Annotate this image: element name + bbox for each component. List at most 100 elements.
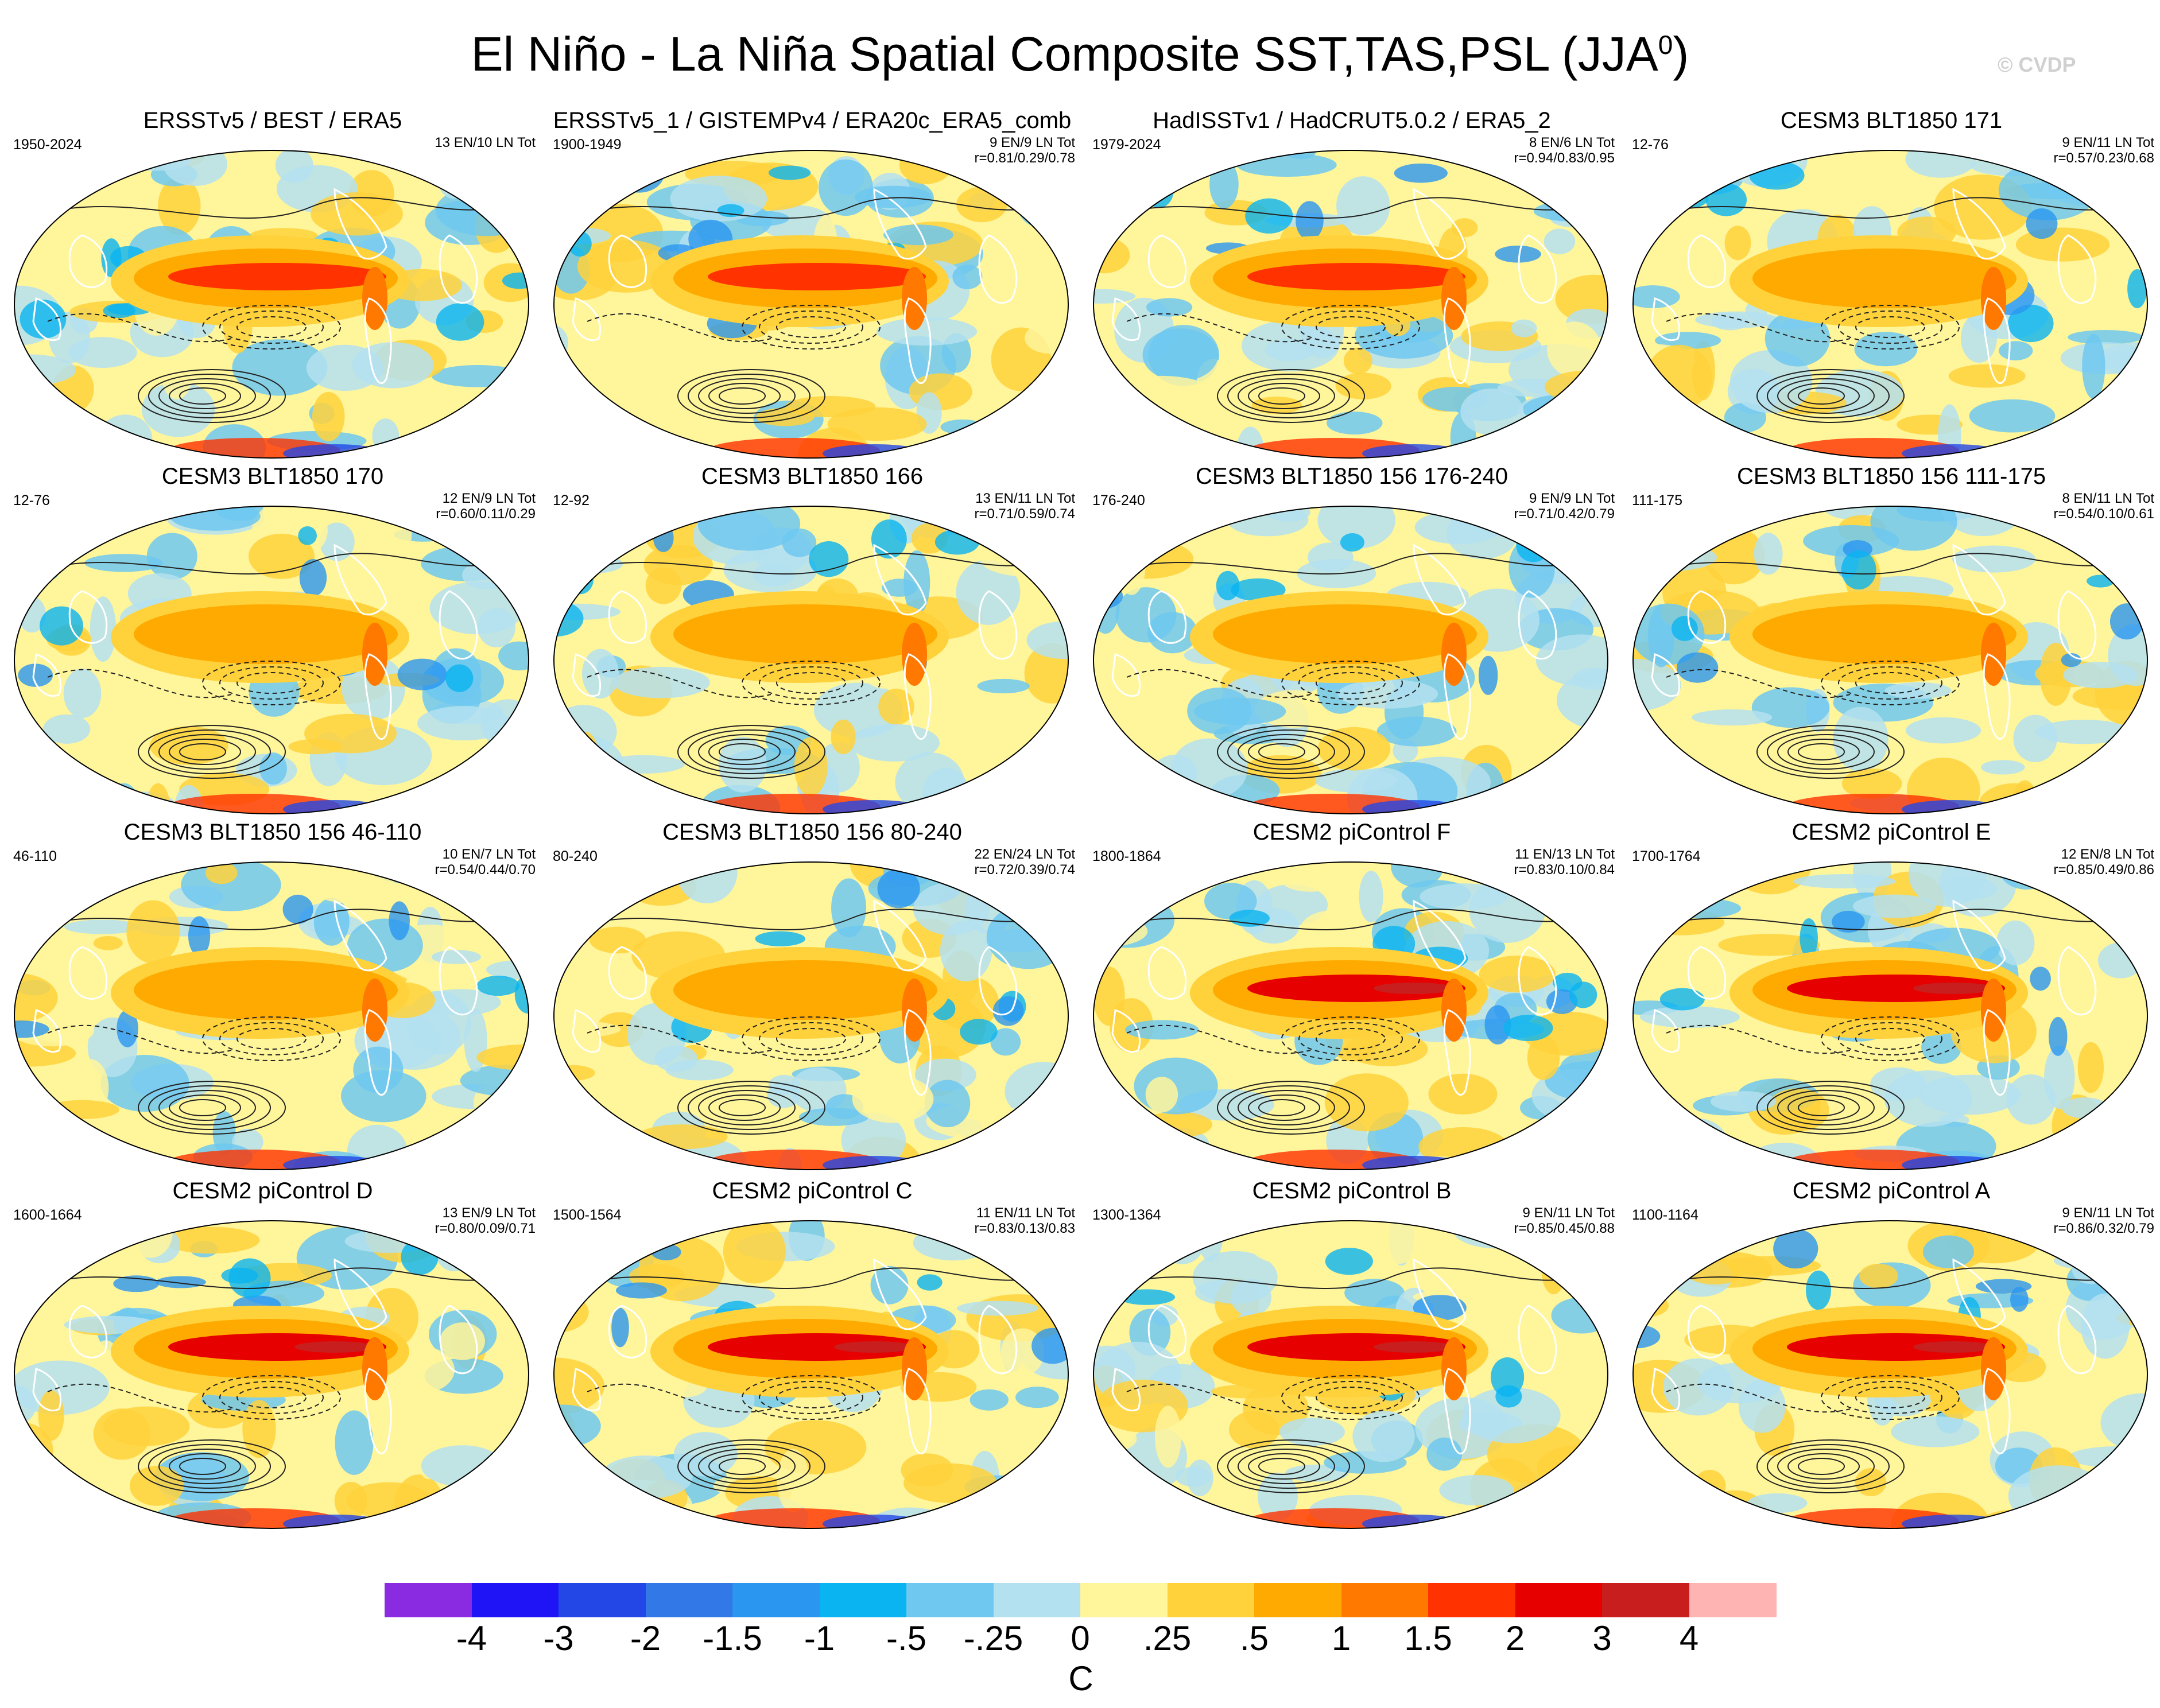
- coastline: [439, 946, 478, 1016]
- anomaly-patch: [590, 926, 646, 954]
- coastline: [32, 1008, 62, 1053]
- anomaly-patch: [870, 1266, 909, 1305]
- panel-title: CESM2 piControl A: [1792, 1178, 1991, 1204]
- psl-contour-positive: [1777, 1449, 1875, 1484]
- anomaly-patch: [14, 1508, 74, 1528]
- psl-contour-positive: [564, 197, 1058, 219]
- psl-contour-negative: [1821, 1016, 1960, 1061]
- coastline: [2057, 946, 2097, 1016]
- coastline: [32, 297, 62, 341]
- anomaly-patch: [1327, 412, 1383, 435]
- anomaly-patch: [20, 150, 103, 193]
- anomaly-patch: [1646, 344, 1712, 410]
- cold-anomaly: [653, 523, 674, 552]
- cold-anomaly: [2087, 574, 2115, 588]
- cold-anomaly: [1677, 652, 1719, 683]
- pattern-correlation: r=0.57/0.23/0.68: [2053, 150, 2154, 166]
- map-border: [1093, 1220, 1608, 1529]
- cold-anomaly: [1669, 187, 1709, 209]
- anomaly-patch: [425, 1132, 501, 1154]
- coastline: [1111, 1367, 1141, 1412]
- psl-contour-positive: [1643, 197, 2138, 219]
- watermark: © CVDP: [1998, 53, 2076, 76]
- psl-contour-negative: [742, 305, 881, 350]
- psl-contour-negative: [219, 1381, 324, 1414]
- psl-contour-negative: [759, 310, 863, 344]
- anomaly-patch: [1352, 1411, 1415, 1462]
- anomaly-patch: [1097, 789, 1166, 814]
- anomaly-patch: [335, 1410, 374, 1475]
- anomaly-patch: [417, 1286, 479, 1310]
- enso-warm-tongue: [134, 960, 398, 1020]
- anomaly-patch: [1592, 421, 1608, 458]
- map-panel: CESM3 BLT1850 156 46-110 46-110 10 EN/7 LN…: [3, 818, 542, 1174]
- coastline: [978, 234, 1018, 304]
- map-border: [14, 506, 529, 814]
- panel-stats: 13 EN/9 LN Tot r=0.80/0.09/0.71: [435, 1205, 536, 1236]
- panel-title: CESM3 BLT1850 156 80-240: [662, 820, 962, 845]
- anomaly-patch: [1359, 871, 1383, 923]
- psl-contour-positive: [1643, 909, 2138, 930]
- sst-anomaly-map: [1632, 506, 2148, 814]
- coastline: [1983, 1009, 2011, 1096]
- psl-contour-positive: [564, 1267, 1058, 1289]
- psl-contour-positive: [1798, 1099, 1845, 1116]
- enso-warm-tongue: [134, 604, 398, 664]
- coastline: [1651, 653, 1681, 697]
- title-superscript: 0: [1658, 30, 1673, 60]
- anomaly-patch: [882, 579, 917, 597]
- psl-contour-negative: [1666, 313, 1851, 343]
- cold-anomaly: [1144, 171, 1174, 208]
- pattern-correlation: r=0.85/0.49/0.86: [2053, 862, 2154, 878]
- anomaly-patch: [14, 1265, 66, 1283]
- anomaly-patch: [477, 896, 529, 930]
- anomaly-patch: [1142, 328, 1219, 382]
- psl-contour-positive: [677, 369, 825, 423]
- map-border: [1093, 506, 1608, 814]
- coastline: [439, 234, 478, 304]
- map-border: [1632, 861, 2148, 1170]
- sst-anomaly-map: [1093, 506, 1608, 814]
- psl-contour-positive: [1798, 743, 1845, 760]
- coastal-warm-spot: [1441, 623, 1467, 686]
- colorbar-tick-label: 1: [1331, 1619, 1351, 1657]
- psl-contour-positive: [1787, 1453, 1860, 1480]
- psl-contour-positive: [24, 1267, 519, 1289]
- figure-title: El Niño - La Niña Spatial Composite SST,…: [0, 16, 2160, 83]
- coastline: [1651, 297, 1681, 341]
- anomaly-patch: [1667, 1125, 1719, 1159]
- anomaly-patch: [1118, 536, 1146, 595]
- anomaly-patch: [1154, 1406, 1182, 1468]
- coastline: [1651, 1008, 1681, 1053]
- anomaly-patch: [654, 1045, 698, 1072]
- colorbar-unit: C: [1068, 1659, 1093, 1698]
- cold-anomaly: [1229, 910, 1270, 927]
- map-panel: ERSSTv5_1 / GISTEMPv4 / ERA20c_ERA5_comb…: [542, 106, 1082, 462]
- anomaly-patch: [1533, 876, 1580, 912]
- coastline: [1147, 234, 1187, 288]
- panel-years: 1800-1864: [1092, 848, 1161, 864]
- psl-contour-positive: [1227, 1444, 1350, 1489]
- colorbar-tick-label: -3: [543, 1619, 574, 1657]
- psl-contour-positive: [158, 734, 256, 770]
- anomaly-patch: [554, 1357, 604, 1415]
- anomaly-patch: [29, 150, 95, 172]
- anomaly-patch: [472, 506, 529, 535]
- enso-peak: [294, 1341, 375, 1353]
- coastline: [1443, 297, 1471, 384]
- anomaly-patch: [1707, 1045, 1750, 1081]
- panel-title: CESM2 piControl C: [712, 1178, 913, 1204]
- event-count: 22 EN/24 LN Tot: [974, 847, 1075, 862]
- psl-contour-negative: [219, 310, 324, 344]
- anomaly-patch: [1265, 338, 1316, 362]
- cold-anomaly: [1245, 198, 1293, 234]
- anomaly-patch: [831, 878, 867, 938]
- cold-anomaly: [436, 303, 484, 341]
- anomaly-patch: [397, 1145, 445, 1170]
- coastline: [1413, 899, 1467, 972]
- cold-anomaly: [2061, 653, 2081, 667]
- psl-contour-positive: [1103, 197, 1598, 219]
- anomaly-patch: [51, 979, 133, 1009]
- psl-contour-positive: [698, 734, 796, 770]
- anomaly-patch: [1006, 1221, 1067, 1239]
